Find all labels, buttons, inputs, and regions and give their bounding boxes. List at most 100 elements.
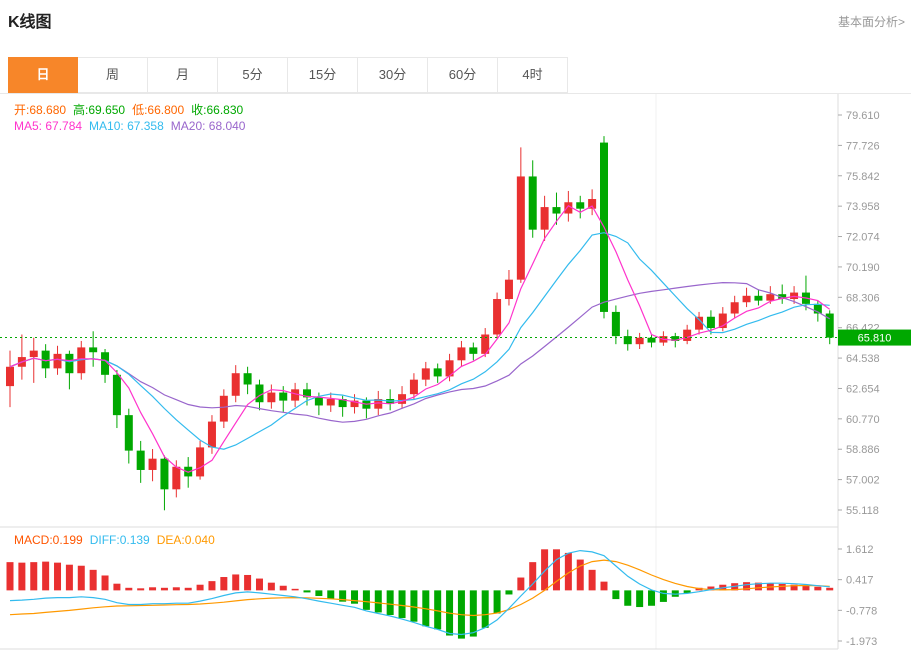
macd-hist-bar [42,561,50,591]
macd-hist-bar [160,587,168,591]
macd-hist-bar [814,586,822,591]
current-price-tag [838,329,911,346]
candle-body [326,399,335,406]
candle-body [89,347,98,353]
macd-hist-bar [18,562,26,591]
candle-body [29,350,38,358]
price-axis-label: 55.118 [846,505,879,517]
macd-hist-bar [267,582,275,591]
candle-body [671,336,680,341]
candle-body [457,347,466,361]
macd-hist-bar [434,590,442,630]
macd-hist-bar [398,590,406,619]
macd-hist-bar [600,581,608,591]
macd-hist-bar [374,590,382,613]
candle-body [611,311,620,337]
candle-body [516,176,525,280]
macd-hist-bar [612,590,620,600]
legend-item: 低:66.800 [132,103,185,117]
price-axis-label: 72.074 [846,232,880,244]
macd-hist-bar [30,562,38,591]
ma5-line [9,205,831,473]
candle-body [552,207,561,214]
candle-body [635,337,644,345]
candle-body [160,458,169,490]
candle-body [695,316,704,330]
candle-body [255,384,264,403]
macd-hist-bar [564,552,572,591]
candle-body [6,366,14,387]
macd-hist-bar [552,549,560,591]
macd-axis-label: -0.778 [846,605,877,617]
macd-hist-bar [648,590,656,606]
candle-body [112,374,121,416]
candle-body [540,207,549,230]
period-tabs: 日周月 5分 15分 30分 60分 4时 [8,57,568,93]
macd-legend: MACD:0.199 DIFF:0.139 DEA:0.040 [14,533,222,547]
tab-week[interactable]: 周 [78,57,148,93]
price-axis-label: 70.190 [846,262,880,274]
tab-15min[interactable]: 15分 [288,57,358,93]
candle-body [350,400,359,408]
macd-hist-bar [279,585,287,591]
macd-hist-bar [743,582,751,591]
tabbar-divider [0,93,911,94]
macd-hist-bar [232,574,240,591]
macd-axis-label: 0.417 [846,575,874,587]
macd-hist-bar [208,581,216,591]
macd-hist-bar [493,590,501,614]
legend-item: 高:69.650 [73,103,126,117]
candle-body [481,334,490,354]
macd-axis-label: -1.973 [846,636,877,648]
macd-hist-bar [362,590,370,610]
macd-hist-bar [802,585,810,591]
candle-body [291,389,300,401]
candle-body [825,313,834,338]
tab-30min[interactable]: 30分 [358,57,428,93]
candle-body [706,316,715,329]
tab-day[interactable]: 日 [8,57,78,93]
macd-hist-bar [172,587,180,591]
candle-body [623,336,632,345]
legend-item: DIFF:0.139 [89,533,150,547]
tab-5min[interactable]: 5分 [218,57,288,93]
tab-month[interactable]: 月 [148,57,218,93]
macd-hist-bar [481,590,489,628]
price-axis-label: 75.842 [846,171,880,183]
price-axis-label: 62.654 [846,383,880,395]
candle-body [576,202,585,209]
ma10-line [9,232,830,450]
candle-body [504,279,513,300]
macd-hist-bar [529,562,537,591]
macd-hist-bar [505,590,513,595]
candle-body [766,294,775,301]
candle-body [683,329,692,341]
macd-hist-bar [754,582,762,591]
candle-body [730,302,739,314]
candle-body [53,353,62,369]
fundamental-analysis-link[interactable]: 基本面分析> [837,15,905,29]
tab-60min[interactable]: 60分 [428,57,498,93]
macd-hist-bar [220,577,228,591]
macd-hist-bar [339,590,347,602]
macd-hist-bar [65,564,73,591]
macd-hist-bar [6,562,14,591]
macd-hist-bar [303,590,311,593]
kline-chart[interactable]: 79.610 77.726 75.842 73.958 72.074 70.190 68.3… [0,94,911,655]
macd-hist-bar [291,588,299,591]
macd-hist-bar [636,590,644,608]
macd-hist-bar [125,587,133,591]
macd-hist-bar [137,588,145,591]
candle-body [77,347,86,374]
macd-hist-bar [671,590,679,597]
legend-item: MA5: 67.784 [14,119,83,133]
candle-body [528,176,537,230]
candle-body [813,303,822,314]
macd-hist-bar [707,586,715,591]
candle-body [172,466,181,490]
candle-body [196,447,205,477]
tab-4hour[interactable]: 4时 [498,57,568,93]
candle-body [101,352,110,375]
macd-hist-bar [101,575,109,591]
dea-line [9,559,830,617]
